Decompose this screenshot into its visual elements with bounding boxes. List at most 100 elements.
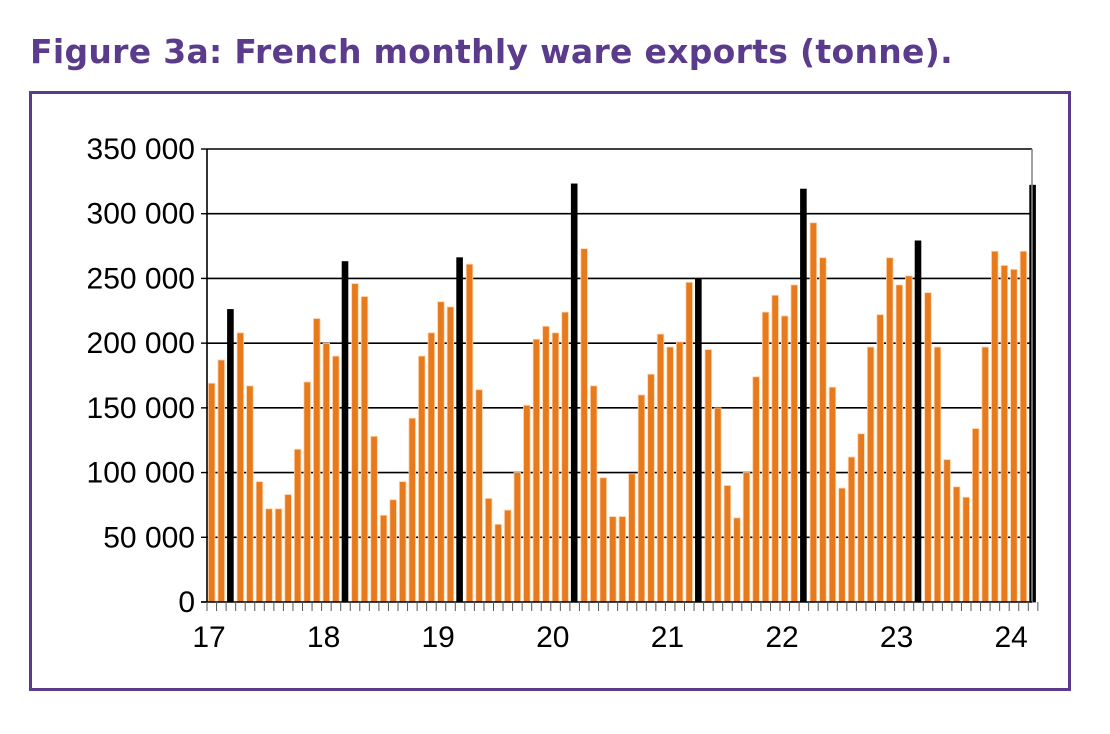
- y-tick-label: 50 000: [103, 521, 195, 554]
- bar: [981, 346, 989, 603]
- bar: [446, 306, 455, 603]
- bar: [332, 355, 340, 603]
- bar: [322, 342, 330, 603]
- bar: [790, 284, 798, 603]
- y-tick-label: 250 000: [87, 262, 195, 295]
- chart-frame: 0 50 000 100 000 150 000 200 000 250 000 300 0…: [29, 91, 1071, 691]
- bar: [351, 283, 359, 603]
- bar: [551, 332, 560, 603]
- x-tick-label: 24: [995, 621, 1028, 654]
- bar-highlight: [456, 257, 463, 603]
- bar: [609, 516, 617, 603]
- y-tick-label: 350 000: [87, 133, 195, 166]
- bar: [370, 435, 378, 603]
- bar: [293, 448, 302, 603]
- x-tick-label: 18: [307, 621, 340, 654]
- bar: [494, 523, 502, 603]
- x-tick-label: 19: [422, 621, 455, 654]
- bar: [733, 517, 741, 603]
- bar: [828, 386, 837, 603]
- bar: [752, 376, 760, 603]
- bar: [628, 473, 636, 603]
- figure-title: Figure 3a: French monthly ware exports (…: [30, 32, 953, 71]
- bar: [599, 477, 607, 603]
- bar: [265, 508, 273, 603]
- bar: [761, 311, 770, 603]
- bar: [847, 456, 856, 603]
- x-tick-label: 22: [765, 621, 798, 654]
- bar: [523, 404, 531, 603]
- bar: [207, 382, 216, 603]
- bar: [437, 301, 445, 603]
- bar: [379, 514, 388, 603]
- y-tick-labels: 0 50 000 100 000 150 000 200 000 250 000 300 0…: [87, 133, 195, 619]
- x-tick-label: 17: [192, 621, 225, 654]
- bar: [972, 428, 980, 603]
- bar: [274, 508, 283, 603]
- y-tick-label: 200 000: [87, 327, 195, 360]
- bar-highlight: [341, 261, 349, 603]
- bar: [895, 284, 903, 603]
- bar-highlight: [914, 240, 922, 603]
- bar: [398, 481, 407, 603]
- x-tick-label: 20: [536, 621, 569, 654]
- bar: [905, 275, 913, 603]
- bar: [255, 481, 264, 603]
- bar-highlight: [570, 183, 578, 603]
- bar: [542, 325, 550, 603]
- bar-highlight: [695, 278, 702, 603]
- bar: [962, 496, 970, 603]
- x-tick-label: 21: [651, 621, 684, 654]
- bar: [809, 222, 818, 603]
- bar-chart: 0 50 000 100 000 150 000 200 000 250 000 300 0…: [87, 133, 1039, 654]
- bar: [714, 407, 722, 603]
- bar: [675, 341, 684, 603]
- bar: [647, 373, 655, 603]
- bar: [838, 487, 846, 603]
- y-tick-label: 100 000: [87, 457, 195, 490]
- bar: [876, 314, 884, 603]
- bars: [207, 183, 1036, 603]
- y-tick-label: 300 000: [87, 198, 195, 231]
- bar-highlight: [227, 309, 234, 603]
- bar: [924, 292, 932, 603]
- bar: [781, 315, 789, 603]
- axes: [201, 148, 1039, 611]
- bar: [418, 355, 426, 603]
- bar: [313, 318, 321, 603]
- bar: [303, 381, 311, 603]
- bar: [484, 498, 493, 603]
- bar: [561, 311, 569, 603]
- bar: [704, 349, 712, 603]
- bar: [886, 257, 894, 603]
- bar: [532, 338, 541, 603]
- bar: [217, 359, 225, 603]
- bar: [866, 346, 875, 603]
- bar: [513, 472, 521, 603]
- bar: [952, 486, 961, 603]
- bar: [580, 248, 588, 603]
- bar: [666, 346, 674, 603]
- bar: [723, 485, 732, 603]
- bar: [465, 263, 474, 603]
- bar: [284, 494, 292, 603]
- bar: [246, 385, 254, 603]
- bar: [1019, 250, 1028, 603]
- bar: [408, 417, 416, 603]
- y-tick-label: 0: [178, 586, 195, 619]
- bar: [637, 394, 646, 603]
- bar: [656, 333, 665, 603]
- bar: [933, 346, 942, 603]
- bar: [685, 281, 693, 603]
- bar-highlight: [800, 188, 807, 603]
- bar: [360, 296, 369, 603]
- bar: [236, 332, 245, 603]
- bar: [742, 472, 751, 603]
- bar: [991, 250, 999, 603]
- bar: [943, 459, 951, 603]
- y-tick-label: 150 000: [87, 392, 195, 425]
- bar: [1010, 268, 1018, 603]
- bar: [475, 389, 483, 603]
- bar: [590, 385, 598, 603]
- x-tick-label: 23: [880, 621, 913, 654]
